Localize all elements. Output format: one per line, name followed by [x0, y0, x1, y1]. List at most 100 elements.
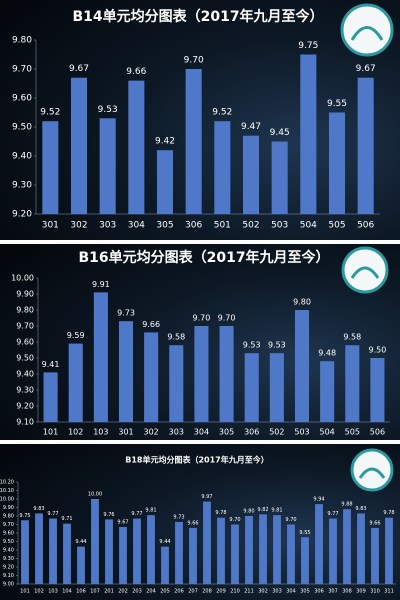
value-label: 9.83	[33, 506, 44, 512]
x-tick-label: 102	[68, 428, 83, 437]
value-label: 9.80	[243, 509, 254, 515]
x-tick-label: 305	[156, 221, 173, 231]
bar	[343, 509, 351, 584]
value-label: 9.97	[201, 494, 212, 500]
x-tick-label: 311	[384, 589, 394, 595]
bar	[156, 150, 174, 214]
x-tick-label: 106	[76, 589, 86, 595]
x-tick-label: 201	[104, 589, 114, 595]
y-tick-label: 9.50	[12, 123, 32, 133]
x-tick-label: 208	[202, 589, 212, 595]
value-label: 9.67	[69, 64, 89, 74]
bar	[271, 141, 288, 214]
x-tick-label: 306	[314, 589, 324, 595]
x-tick-label: 307	[328, 589, 338, 595]
bar	[21, 520, 29, 584]
bar	[35, 513, 43, 584]
y-tick-label: 9.90	[3, 505, 14, 511]
value-label: 9.47	[241, 122, 261, 132]
panel-background	[0, 444, 400, 600]
bar	[119, 527, 127, 584]
x-tick-label: 504	[300, 221, 317, 231]
value-label: 9.53	[98, 105, 118, 115]
bar	[63, 523, 71, 584]
bar	[105, 519, 113, 584]
chart-title: B18单元均分图表（2017年九月至今）	[125, 455, 269, 465]
bar	[68, 343, 83, 422]
bar	[242, 135, 260, 214]
bar	[244, 353, 259, 422]
y-tick-label: 9.70	[16, 322, 34, 331]
x-tick-label: 210	[230, 589, 240, 595]
bar	[49, 518, 57, 584]
value-label: 9.75	[19, 513, 30, 519]
bar	[169, 345, 184, 422]
value-label: 9.81	[271, 508, 282, 514]
value-label: 9.44	[159, 539, 170, 545]
y-tick-label: 10.20	[0, 480, 14, 486]
bar	[77, 546, 85, 584]
value-label: 9.78	[215, 510, 226, 516]
value-label: 9.42	[155, 137, 175, 147]
x-tick-label: 102	[34, 589, 44, 595]
bar	[128, 80, 145, 214]
bar	[287, 524, 295, 584]
x-tick-label: 203	[132, 589, 142, 595]
bar	[329, 518, 337, 584]
y-tick-label: 9.20	[16, 402, 34, 411]
y-tick-label: 9.70	[12, 65, 32, 75]
x-tick-label: 202	[118, 589, 128, 595]
value-label: 9.81	[145, 508, 156, 514]
x-tick-label: 304	[128, 221, 145, 231]
value-label: 9.73	[173, 514, 184, 520]
y-tick-label: 9.30	[12, 181, 32, 191]
y-tick-label: 10.10	[0, 488, 14, 494]
y-tick-label: 9.00	[3, 582, 14, 588]
y-tick-label: 9.80	[3, 514, 14, 520]
bar	[370, 358, 385, 422]
x-tick-label: 103	[48, 589, 58, 595]
x-tick-label: 209	[216, 589, 226, 595]
y-tick-label: 9.60	[16, 338, 34, 347]
bar	[259, 514, 267, 584]
value-label: 9.48	[318, 349, 336, 358]
bar	[91, 499, 99, 584]
value-label: 9.70	[193, 314, 211, 323]
bar	[99, 118, 116, 214]
bar	[385, 517, 393, 584]
bar	[320, 361, 335, 422]
x-tick-label: 301	[42, 221, 59, 231]
x-tick-label: 211	[244, 589, 254, 595]
bar	[294, 310, 310, 422]
y-tick-label: 9.10	[16, 418, 34, 427]
value-label: 9.83	[355, 506, 366, 512]
value-label: 9.77	[47, 511, 58, 517]
x-tick-label: 101	[43, 428, 58, 437]
bar	[147, 515, 155, 584]
value-label: 9.58	[167, 333, 185, 342]
y-tick-label: 9.80	[12, 36, 32, 46]
x-tick-label: 308	[342, 589, 352, 595]
value-label: 9.45	[270, 128, 290, 138]
x-tick-label: 502	[269, 428, 284, 437]
bar	[300, 54, 317, 214]
value-label: 9.55	[327, 99, 347, 109]
x-tick-label: 205	[160, 589, 170, 595]
bar	[118, 321, 134, 422]
y-tick-label: 9.80	[16, 306, 34, 315]
bar	[269, 353, 284, 422]
value-label: 9.53	[268, 341, 286, 350]
bar	[315, 504, 323, 584]
value-label: 9.73	[117, 309, 135, 318]
y-tick-label: 9.70	[3, 522, 14, 528]
x-tick-label: 504	[320, 428, 335, 437]
bar	[43, 372, 58, 422]
bar	[345, 345, 360, 422]
bar	[144, 332, 159, 422]
bar	[217, 517, 225, 584]
x-tick-label: 101	[20, 589, 30, 595]
x-tick-label: 502	[242, 221, 259, 231]
x-tick-label: 103	[93, 428, 108, 437]
x-tick-label: 301	[118, 428, 133, 437]
